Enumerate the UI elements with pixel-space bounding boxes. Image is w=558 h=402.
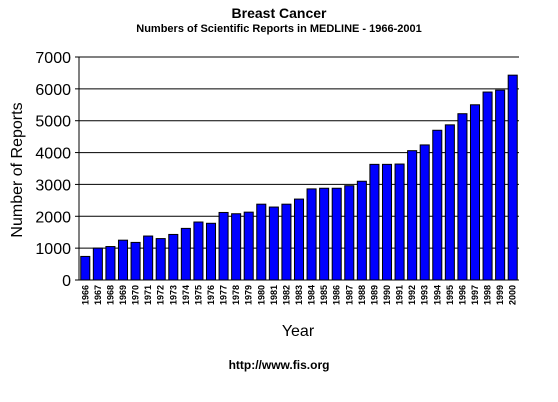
x-tick-label: 1997 [470,285,480,305]
y-axis-label: Number of Reports [9,102,26,237]
x-tick-label: 1966 [80,285,90,305]
x-tick-label: 1992 [407,285,417,305]
y-tick-label: 0 [62,273,71,290]
x-tick-label: 1972 [156,285,166,305]
bar-1968 [105,246,116,281]
x-tick-label: 1981 [269,285,279,305]
bar-1973 [168,233,179,281]
x-tick-label: 1995 [445,285,455,305]
x-tick-label: 1973 [168,285,178,305]
x-tick-label: 1967 [93,285,103,305]
x-tick-label: 1996 [457,285,467,305]
bar-1982 [281,203,292,281]
source-url: http://www.fis.org [228,358,330,372]
bar-1998 [482,91,493,281]
x-tick-label: 1977 [219,285,229,305]
bar-1969 [117,239,129,281]
x-tick-label: 1982 [281,285,291,305]
y-tick-label: 1000 [35,241,71,258]
x-tick-label: 1998 [483,285,493,305]
bar-1997 [469,104,481,281]
x-tick-label: 1978 [231,285,241,305]
bar-1992 [407,150,418,281]
bar-1980 [256,203,267,281]
y-tick-label: 6000 [35,82,71,99]
chart-title: Breast Cancer [231,5,327,21]
x-tick-label: 1983 [294,285,304,305]
y-tick-label: 5000 [35,114,71,131]
x-tick-label: 1990 [382,285,392,305]
bar-1985 [319,187,330,281]
x-axis-label: Year [282,323,315,340]
bar-1978 [231,213,242,281]
x-tick-label: 1969 [118,285,128,305]
x-tick-label: 1988 [357,285,367,305]
bar-1984 [306,188,317,281]
bar-1993 [419,144,430,281]
y-tick-labels: 0 1000 2000 3000 4000 5000 6000 7000 [35,50,79,290]
bars [80,74,518,281]
bar-1987 [344,185,355,281]
bar-1991 [394,163,405,281]
x-tick-label: 1994 [432,285,442,305]
bar-1986 [331,187,342,281]
bar-1975 [193,221,204,281]
bar-1990 [381,163,393,281]
bar-1974 [180,227,191,281]
bar-1981 [268,206,279,281]
bar-1966 [80,255,91,281]
x-tick-label: 1991 [395,285,405,305]
bar-1976 [205,222,217,281]
bar-1995 [444,124,455,281]
x-tick-label: 1987 [344,285,354,305]
chart-subtitle: Numbers of Scientific Reports in MEDLINE… [136,23,422,35]
y-tick-label: 7000 [35,50,71,67]
bar-1967 [92,247,103,281]
axes [78,57,519,281]
x-tick-label: 1993 [420,285,430,305]
bar-1983 [293,198,305,281]
x-tick-label: 1971 [143,285,153,305]
x-tick-label: 1999 [495,285,505,305]
x-tick-label: 1970 [131,285,141,305]
bar-1972 [155,238,166,281]
bar-1999 [495,89,506,281]
y-tick-label: 3000 [35,177,71,194]
y-tick-label: 2000 [35,209,71,226]
bar-1970 [130,241,141,281]
x-tick-label: 1979 [244,285,254,305]
x-tick-label: 1984 [307,285,317,305]
x-tick-label: 1974 [181,285,191,305]
x-tick-labels: 1966 1967 1968 1969 1970 1971 1972 1973 1974 1975… [80,285,517,305]
x-tick-label: 1985 [319,285,329,305]
bar-2000 [507,74,518,281]
x-tick-label: 1968 [105,285,115,305]
x-tick-label: 1986 [332,285,342,305]
x-tick-label: 1975 [193,285,203,305]
bar-1971 [143,235,154,281]
y-tick-label: 4000 [35,146,71,163]
x-tick-label: 1976 [206,285,216,305]
bar-1977 [218,211,229,281]
bar-1994 [432,129,443,281]
bar-1988 [356,180,367,281]
bar-1989 [369,163,380,281]
bar-1996 [457,113,468,281]
x-tick-label: 1989 [369,285,379,305]
bar-1979 [243,211,254,281]
x-tick-label: 1980 [256,285,266,305]
x-tick-label: 2000 [508,285,518,305]
